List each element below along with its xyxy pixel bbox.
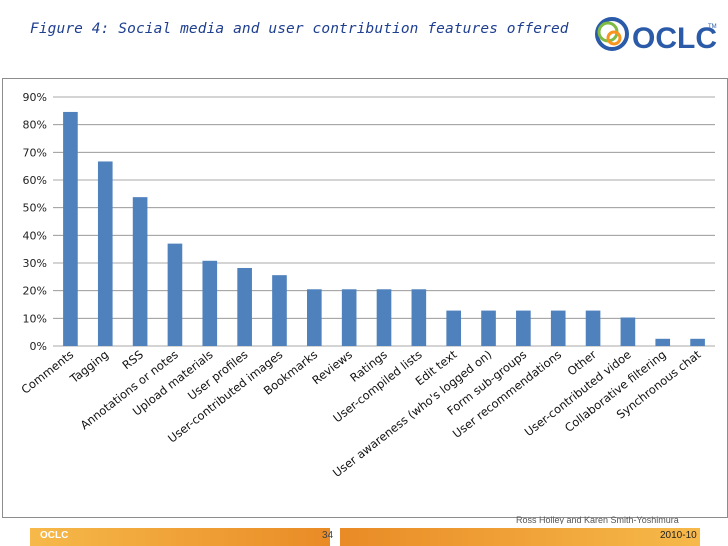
y-tick-label: 10% — [23, 312, 47, 325]
footer-logo: OCLC — [40, 530, 69, 541]
bar — [411, 289, 427, 346]
y-tick-label: 20% — [23, 285, 47, 298]
chart-frame: 0% 10% 20% 30% 40% 50% 60% 70% 80% 90% Comments Ta… — [2, 78, 728, 518]
bar — [167, 243, 183, 346]
y-tick-label: 0% — [30, 340, 47, 353]
oclc-logo-text: OCLC — [632, 22, 717, 55]
oclc-swirl-icon — [595, 17, 629, 51]
bar — [341, 289, 357, 346]
y-axis-ticks: 0% 10% 20% 30% 40% 50% 60% 70% 80% 90% — [23, 91, 47, 353]
footer-band-right — [340, 528, 700, 546]
bar — [655, 338, 671, 346]
bar — [272, 275, 287, 346]
y-tick-label: 80% — [23, 119, 47, 132]
bar — [237, 267, 252, 346]
y-tick-label: 40% — [23, 229, 47, 242]
footer-band-left — [30, 528, 330, 546]
bar — [620, 317, 636, 346]
page-number: 34 — [322, 530, 334, 541]
x-tick-label: Tagging — [67, 347, 112, 386]
footer-date: 2010-10 — [660, 530, 697, 541]
y-tick-label: 90% — [23, 91, 47, 104]
bar — [306, 289, 322, 346]
page-title: Figure 4: Social media and user contribu… — [30, 21, 569, 37]
y-tick-label: 60% — [23, 174, 47, 187]
bar — [690, 338, 705, 346]
bar — [63, 111, 78, 346]
bar — [446, 310, 462, 346]
bar — [132, 197, 148, 346]
bar — [202, 260, 218, 346]
x-tick-label: Comments — [19, 347, 77, 396]
y-tick-label: 70% — [23, 146, 47, 159]
credit-text: Ross Holley and Karen Smith-Yoshimura — [516, 516, 679, 524]
bar — [481, 310, 496, 346]
bar-chart: 0% 10% 20% 30% 40% 50% 60% 70% 80% 90% CommentsTa… — [19, 91, 715, 480]
y-tick-label: 50% — [23, 202, 47, 215]
bar — [376, 289, 392, 346]
bar — [97, 161, 113, 346]
bar — [585, 310, 601, 346]
trademark-mark: TM — [708, 24, 717, 30]
bar — [550, 310, 566, 346]
oclc-logo: OCLC TM — [595, 17, 717, 55]
bar — [516, 310, 531, 346]
bars — [63, 111, 705, 346]
y-tick-label: 30% — [23, 257, 47, 270]
x-tick-label: RSS — [120, 347, 146, 372]
